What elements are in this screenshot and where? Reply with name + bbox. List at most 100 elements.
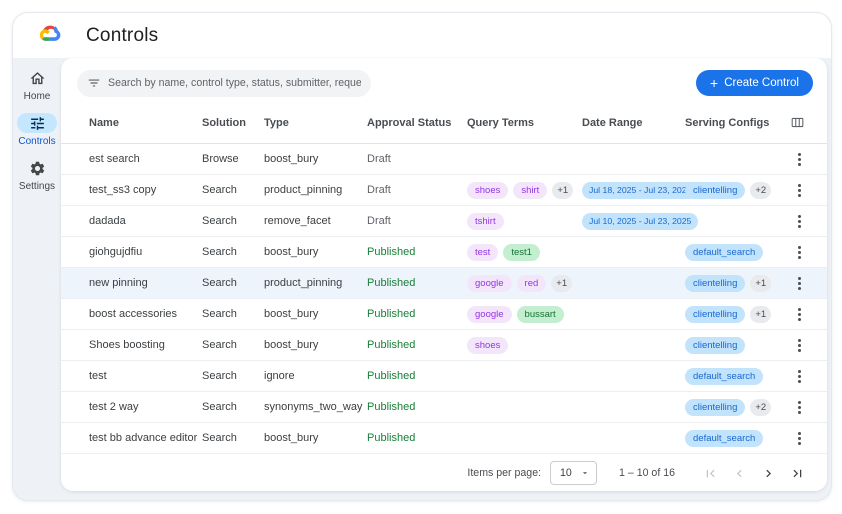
cell-name: new pinning [89, 277, 148, 289]
table-row[interactable]: Shoes boosting Search boost_bury Publish… [61, 330, 827, 361]
filter-icon [88, 79, 100, 87]
cell-name: test [89, 370, 107, 382]
cell-name: giohgujdfiu [89, 246, 143, 258]
cell-approval-status: Draft [367, 153, 391, 165]
sidebar-item-home[interactable]: Home [17, 68, 57, 102]
kebab-icon [798, 245, 801, 249]
row-actions-button[interactable] [792, 211, 807, 232]
sidebar-item-label: Home [23, 91, 51, 102]
first-page-icon [706, 469, 715, 477]
kebab-icon [798, 214, 801, 218]
page-title: Controls [86, 24, 159, 46]
cell-date-range: Jul 10, 2025 - Jul 23, 2025 [582, 212, 699, 230]
table-row[interactable]: dadada Search remove_facet Draft tshirt … [61, 206, 827, 237]
column-settings-button[interactable] [788, 113, 807, 132]
last-page-button[interactable] [788, 464, 807, 483]
query-term-chip: test1 [503, 243, 540, 261]
serving-config-chip: clientelling [685, 181, 746, 199]
kebab-icon [798, 152, 801, 156]
cell-serving-configs: clientelling [685, 336, 779, 354]
cell-type: synonyms_two_way [264, 401, 363, 413]
cell-approval-status: Published [367, 308, 416, 320]
items-per-page-value: 10 [560, 467, 572, 479]
cell-solution: Search [202, 308, 237, 320]
tune-icon [30, 116, 44, 130]
overflow-count-chip: +2 [750, 181, 772, 199]
overflow-count-chip: +1 [551, 274, 573, 292]
kebab-icon [798, 338, 801, 342]
table-row[interactable]: boost accessories Search boost_bury Publ… [61, 299, 827, 330]
serving-config-chip: default_search [685, 429, 764, 447]
create-control-button[interactable]: + Create Control [696, 70, 813, 96]
items-per-page-select[interactable]: 10 [550, 461, 598, 485]
search-input[interactable] [108, 77, 361, 89]
items-per-page-label: Items per page: [467, 467, 542, 479]
chevron-down-icon [582, 472, 588, 475]
serving-config-chip: default_search [685, 367, 764, 385]
column-header-type: Type [264, 116, 289, 129]
overflow-count-chip: +1 [750, 274, 772, 292]
row-actions-button[interactable] [792, 273, 807, 294]
cell-type: boost_bury [264, 308, 319, 320]
cell-query-terms: test test1 [467, 243, 582, 261]
cell-query-terms: google bussart [467, 305, 582, 323]
column-header-solution: Solution [202, 116, 246, 129]
next-page-button[interactable] [759, 464, 778, 483]
cell-type: boost_bury [264, 432, 319, 444]
cell-serving-configs: clientelling +1 [685, 274, 779, 292]
row-actions-button[interactable] [792, 180, 807, 201]
row-actions-button[interactable] [792, 304, 807, 325]
cell-name: Shoes boosting [89, 339, 165, 351]
cell-solution: Search [202, 370, 237, 382]
toolbar: + Create Control [61, 58, 827, 102]
row-actions-button[interactable] [792, 242, 807, 263]
table-row[interactable]: test bb advance editor Search boost_bury… [61, 423, 827, 454]
plus-icon: + [710, 75, 719, 91]
query-term-chip: google [467, 305, 512, 323]
kebab-icon [798, 307, 801, 311]
date-range-chip: Jul 18, 2025 - Jul 23, 2025 [582, 181, 699, 199]
cell-approval-status: Published [367, 339, 416, 351]
query-term-chip: shoes [467, 336, 509, 354]
table-row[interactable]: test 2 way Search synonyms_two_way Publi… [61, 392, 827, 423]
overflow-count-chip: +1 [750, 305, 772, 323]
row-actions-button[interactable] [792, 335, 807, 356]
kebab-icon [798, 276, 801, 280]
first-page-button [701, 464, 720, 483]
cell-approval-status: Published [367, 401, 416, 413]
query-term-chip: tshirt [467, 212, 504, 230]
query-term-chip: red [516, 274, 547, 292]
sidebar-item-settings[interactable]: Settings [17, 158, 57, 192]
column-header-name: Name [89, 116, 119, 129]
cell-serving-configs: clientelling +1 [685, 305, 779, 323]
cell-serving-configs: default_search [685, 367, 779, 385]
cell-type: product_pinning [264, 184, 343, 196]
table-row[interactable]: giohgujdfiu Search boost_bury Published … [61, 237, 827, 268]
row-actions-button[interactable] [792, 397, 807, 418]
kebab-icon [798, 183, 801, 187]
cell-serving-configs: clientelling +2 [685, 181, 779, 199]
column-header-serving-configs: Serving Configs [685, 116, 770, 129]
cell-serving-configs: default_search [685, 429, 779, 447]
table-row[interactable]: test_ss3 copy Search product_pinning Dra… [61, 175, 827, 206]
table-row[interactable]: new pinning Search product_pinning Publi… [61, 268, 827, 299]
query-term-chip: test [467, 243, 499, 261]
row-actions-button[interactable] [792, 366, 807, 387]
search-bar[interactable] [77, 69, 371, 97]
sidebar-item-controls[interactable]: Controls [17, 113, 57, 147]
serving-config-chip: clientelling [685, 336, 746, 354]
chevron-left-icon [737, 469, 742, 477]
table-body: est search Browse boost_bury Draft test_… [61, 144, 827, 455]
row-actions-button[interactable] [792, 149, 807, 170]
cell-name: dadada [89, 215, 126, 227]
cell-solution: Search [202, 401, 237, 413]
table-row[interactable]: test Search ignore Published default_sea… [61, 361, 827, 392]
table-row[interactable]: est search Browse boost_bury Draft [61, 144, 827, 175]
table-header-row: Name Solution Type Approval Status Query… [61, 102, 827, 144]
row-actions-button[interactable] [792, 428, 807, 449]
home-icon [29, 71, 45, 84]
cell-approval-status: Published [367, 370, 416, 382]
pager-controls [701, 464, 807, 483]
cell-query-terms: tshirt [467, 212, 582, 230]
cell-query-terms: shoes [467, 336, 582, 354]
